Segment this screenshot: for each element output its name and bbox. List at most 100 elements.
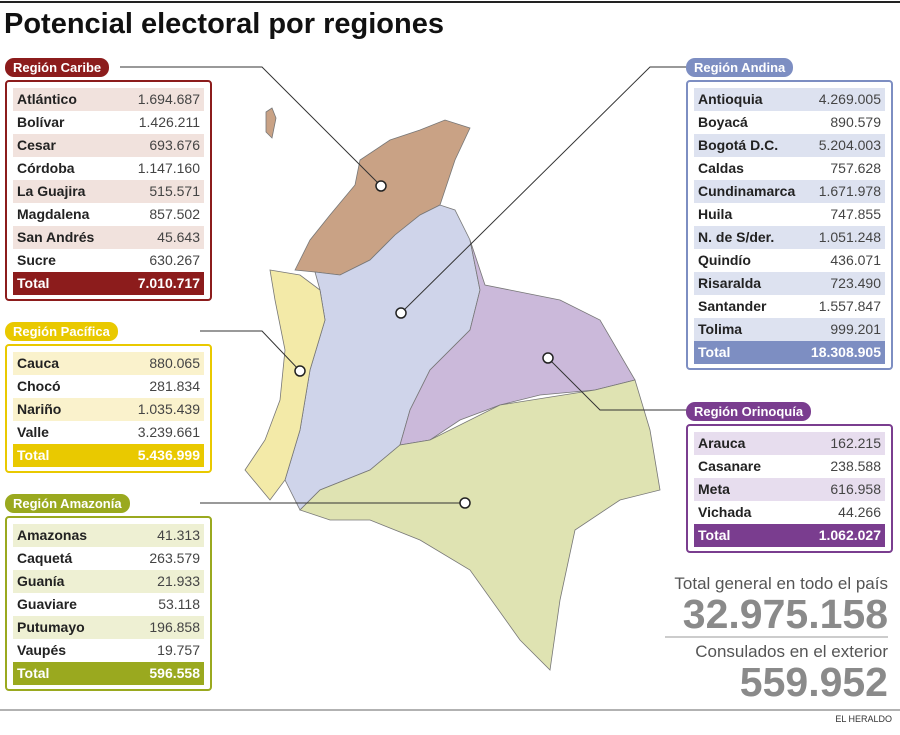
region-table: Cauca 880.065 Chocó 281.834 Nariño 1.035.439 V… [5,344,212,473]
total-row: Total 7.010.717 [13,272,204,295]
cell-value: 723.490 [830,275,881,291]
total-label: Total [17,665,50,681]
marker [294,365,306,377]
cell-value: 1.051.248 [818,229,881,245]
table-row: Atlántico 1.694.687 [13,88,204,111]
cell-value: 857.502 [149,206,200,222]
table-row: Caldas 757.628 [694,157,885,180]
table-row: Casanare 238.588 [694,455,885,478]
total-row: Total 596.558 [13,662,204,685]
total-row: Total 5.436.999 [13,444,204,467]
abroad-label: Consulados en el exterior [695,642,888,661]
cell-value: 41.313 [157,527,200,543]
cell-name: San Andrés [17,229,95,245]
marker [542,352,554,364]
cell-name: Caldas [698,160,744,176]
cell-name: Bolívar [17,114,65,130]
region-label: Región Pacífica [5,322,118,341]
cell-name: Guanía [17,573,65,589]
table-row: N. de S/der. 1.051.248 [694,226,885,249]
cell-name: Vichada [698,504,752,520]
table-row: La Guajira 515.571 [13,180,204,203]
total-label: Total [698,344,731,360]
cell-value: 1.147.160 [137,160,200,176]
cell-name: Magdalena [17,206,90,222]
cell-name: Bogotá D.C. [698,137,779,153]
table-row: Bolívar 1.426.211 [13,111,204,134]
cell-name: Vaupés [17,642,67,658]
cell-name: Córdoba [17,160,75,176]
table-row: Bogotá D.C. 5.204.003 [694,134,885,157]
table-row: Boyacá 890.579 [694,111,885,134]
cell-value: 162.215 [830,435,881,451]
cell-name: Cesar [17,137,56,153]
cell-value: 44.266 [838,504,881,520]
marker [375,180,387,192]
cell-value: 747.855 [830,206,881,222]
region-table: Amazonas 41.313 Caquetá 263.579 Guanía 21.933… [5,516,212,691]
cell-value: 5.204.003 [818,137,881,153]
region-label: Región Andina [686,58,794,77]
table-row: Caquetá 263.579 [13,547,204,570]
cell-value: 263.579 [149,550,200,566]
cell-name: Cauca [17,355,60,371]
cell-value: 4.269.005 [818,91,881,107]
table-row: Cauca 880.065 [13,352,204,375]
cell-name: Meta [698,481,730,497]
cell-name: La Guajira [17,183,86,199]
total-value: 7.010.717 [137,275,200,291]
table-row: Valle 3.239.661 [13,421,204,444]
general-value: 32.975.158 [682,591,888,637]
cell-value: 630.267 [149,252,200,268]
marker [395,307,407,319]
region-label: Región Orinoquía [686,402,812,421]
table-row: Guaviare 53.118 [13,593,204,616]
abroad-value: 559.952 [739,659,888,705]
table-row: Meta 616.958 [694,478,885,501]
table-row: Arauca 162.215 [694,432,885,455]
table-row: Cesar 693.676 [13,134,204,157]
source: EL HERALDO [835,714,892,724]
table-row: Amazonas 41.313 [13,524,204,547]
region-table: Arauca 162.215 Casanare 238.588 Meta 616.958 V… [686,424,893,553]
cell-name: N. de S/der. [698,229,775,245]
total-label: Total [17,447,50,463]
cell-name: Valle [17,424,49,440]
cell-name: Chocó [17,378,61,394]
table-row: San Andrés 45.643 [13,226,204,249]
cell-name: Cundinamarca [698,183,796,199]
cell-name: Atlántico [17,91,77,107]
cell-name: Arauca [698,435,746,451]
cell-name: Boyacá [698,114,748,130]
cell-value: 1.694.687 [137,91,200,107]
total-label: Total [698,527,731,543]
region-table: Atlántico 1.694.687 Bolívar 1.426.211 Cesar 6… [5,80,212,301]
table-row: Santander 1.557.847 [694,295,885,318]
table-row: Quindío 436.071 [694,249,885,272]
marker [459,497,471,509]
cell-value: 196.858 [149,619,200,635]
cell-name: Antioquia [698,91,763,107]
region-table: Antioquia 4.269.005 Boyacá 890.579 Bogotá D.… [686,80,893,370]
region-label: Región Caribe [5,58,110,77]
table-row: Vaupés 19.757 [13,639,204,662]
cell-name: Tolima [698,321,743,337]
table-row: Magdalena 857.502 [13,203,204,226]
region-label: Región Amazonía [5,494,130,513]
table-row: Córdoba 1.147.160 [13,157,204,180]
cell-value: 1.671.978 [818,183,881,199]
table-row: Guanía 21.933 [13,570,204,593]
table-row: Vichada 44.266 [694,501,885,524]
table-row: Cundinamarca 1.671.978 [694,180,885,203]
cell-name: Putumayo [17,619,85,635]
cell-value: 999.201 [830,321,881,337]
table-row: Chocó 281.834 [13,375,204,398]
total-value: 1.062.027 [818,527,881,543]
general-label: Total general en todo el país [674,574,888,593]
cell-value: 53.118 [158,596,200,612]
island [265,107,277,139]
table-row: Antioquia 4.269.005 [694,88,885,111]
cell-value: 616.958 [830,481,881,497]
